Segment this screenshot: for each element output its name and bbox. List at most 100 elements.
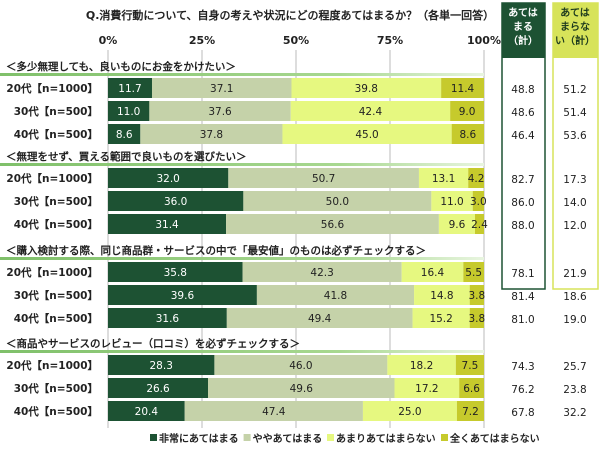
bar-segment [418,168,469,188]
bar-label: 8.6 [116,129,133,141]
bar-label: 3.0 [470,196,487,208]
bar-segment [228,168,419,188]
bar-segment [438,214,475,234]
legend-label: あまりあてはまらない [336,432,436,445]
bar-label: 16.4 [421,267,445,279]
bar-segment [151,78,292,98]
bar-label: 6.6 [463,383,480,395]
tick-label: 100% [467,34,501,47]
bar-label: 39.8 [355,83,378,95]
bar-segment [108,308,227,328]
bar-label: 37.8 [200,129,223,141]
group-title: ＜商品やサービスのレビュー（口コミ）を必ずチェックする＞ [6,337,300,350]
bar-label: 20.4 [135,406,159,418]
bar-label: 8.6 [459,129,476,141]
bar-label: 11.0 [117,106,140,118]
bar-label: 36.0 [164,196,187,208]
bar-segment [290,101,451,121]
disagree-total: 51.2 [563,84,586,96]
bar-segment [463,262,484,282]
disagree-total: 14.0 [563,197,586,209]
bar-segment [362,401,457,421]
bar-label: 3.8 [469,290,486,302]
bar-segment [108,285,257,305]
bar-label: 9.0 [459,106,476,118]
agree-total: 67.8 [511,407,534,419]
bar-segment [282,124,452,144]
agree-total: 86.0 [511,197,534,209]
bar-segment [214,355,388,375]
bar-segment [140,124,283,144]
disagree-total: 32.2 [563,407,586,419]
bar-label: 56.6 [321,219,345,231]
disagree-total: 51.4 [563,107,587,119]
row-label: 40代【n=500】 [14,405,98,418]
summary-header-0: あてはまる（計） [508,6,538,47]
bar-label: 7.5 [462,360,479,372]
bar-label: 31.4 [155,219,179,231]
bar-label: 37.1 [210,83,233,95]
bar-label: 41.8 [324,290,347,302]
disagree-total: 17.3 [563,174,586,186]
group-underline [0,257,484,260]
bar-label: 45.0 [355,129,378,141]
bar-label: 47.4 [262,406,286,418]
bar-segment [431,191,473,211]
legend-swatch [327,434,334,441]
bar-label: 32.0 [156,173,179,185]
bar-segment [412,308,470,328]
row-label: 30代【n=500】 [14,382,98,395]
row-label: 20代【n=1000】 [6,172,98,185]
row-label: 20代【n=1000】 [6,266,98,279]
bar-segment [226,308,413,328]
group-title: ＜無理をせず、買える範囲で良いものを選びたい＞ [6,150,246,163]
bar-segment [108,214,227,234]
bar-label: 2.4 [471,219,488,231]
disagree-total: 12.0 [563,220,586,232]
agree-total: 82.7 [511,174,534,186]
bar-label: 11.0 [440,196,463,208]
bar-segment [456,401,484,421]
group-underline [0,350,484,353]
legend-swatch [243,434,251,441]
bar-segment [184,401,363,421]
disagree-total: 25.7 [563,361,586,373]
bar-label: 39.6 [171,290,195,302]
bar-segment [469,308,484,328]
bar-segment [108,262,243,282]
bar-segment [450,101,484,121]
disagree-total: 18.6 [563,291,587,303]
chart-title: Q.消費行動について、自身の考えや状況にどの程度あてはまるか？（各単一回答） [86,8,494,22]
bar-segment [108,355,215,375]
bar-segment [242,262,402,282]
bar-segment [474,214,484,234]
bar-label: 50.7 [312,173,335,185]
bar-segment [108,191,244,211]
bar-segment [441,78,484,98]
agree-total: 81.4 [511,291,535,303]
agree-total: 48.6 [511,107,535,119]
row-label: 30代【n=500】 [14,195,98,208]
summary-header-1: あてはまらない（計） [555,6,595,47]
bar-label: 46.0 [289,360,312,372]
agree-total: 81.0 [511,314,534,326]
row-label: 30代【n=500】 [14,105,98,118]
bar-label: 9.6 [449,219,466,231]
bar-label: 7.2 [462,406,479,418]
bar-segment [226,214,439,234]
bar-segment [469,285,484,305]
row-label: 20代【n=1000】 [6,82,98,95]
group-title: ＜多少無理しても、良いものにお金をかけたい＞ [6,60,236,73]
bar-label: 50.0 [326,196,349,208]
bar-label: 42.4 [359,106,383,118]
bar-segment [455,355,484,375]
legend-swatch [150,434,157,441]
bar-label: 18.2 [410,360,433,372]
legend-swatch [441,434,448,441]
disagree-total: 19.0 [563,314,586,326]
bar-label: 14.8 [430,290,453,302]
tick-label: 0% [99,34,118,47]
bar-label: 11.7 [118,83,141,95]
tick-label: 75% [377,34,403,47]
